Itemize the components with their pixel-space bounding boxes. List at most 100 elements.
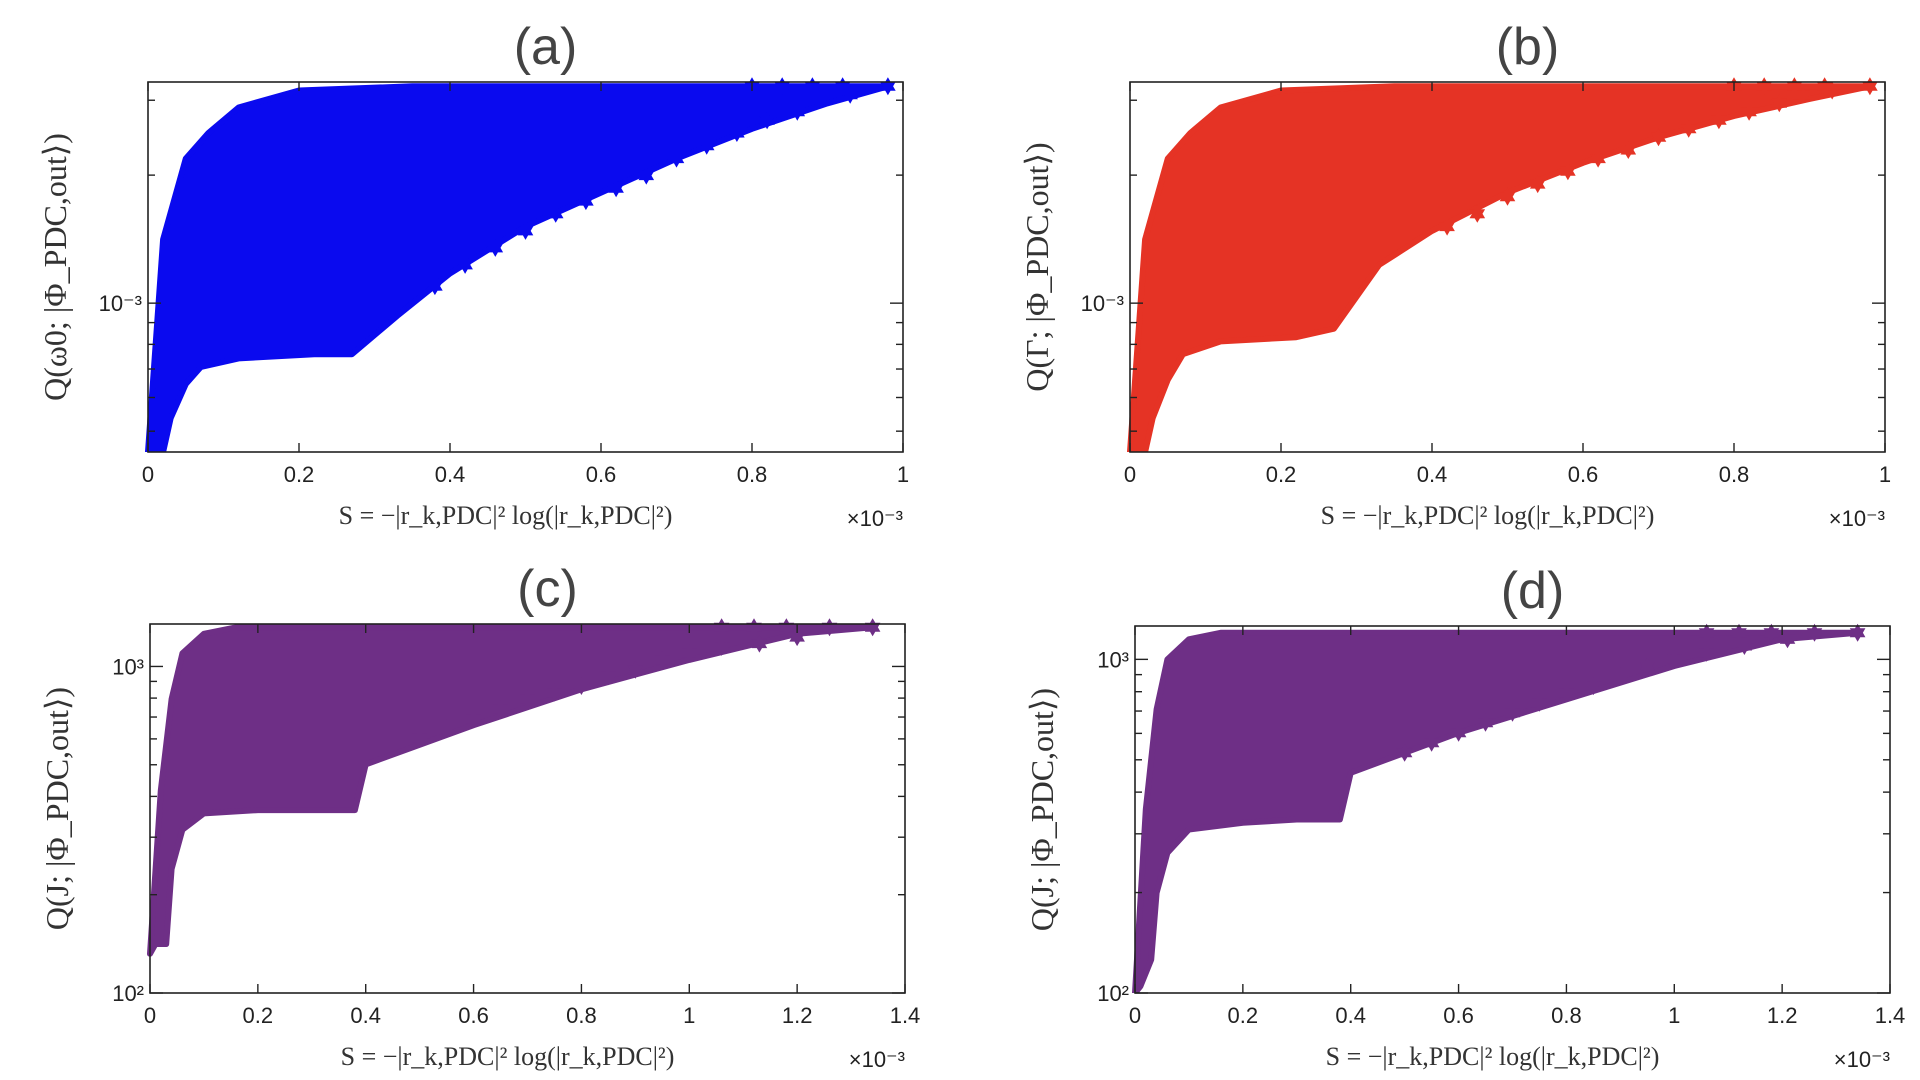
panel-title: (b) — [1496, 18, 1560, 76]
x-tick-label: 1.4 — [890, 1003, 921, 1028]
star-marker — [1612, 667, 1629, 685]
star-marker — [1590, 149, 1606, 168]
star-marker — [1698, 643, 1715, 662]
scatter-cloud — [145, 83, 891, 452]
star-marker — [1711, 111, 1727, 130]
x-tick-label: 0.2 — [1266, 462, 1297, 487]
star-marker — [578, 192, 594, 211]
chart-svg: 0 0.2 0.4 0.6 0.8 1 1.2 1.4 10² 10³ (c) S = −|r_k,P… — [39, 560, 921, 1072]
star-marker — [573, 677, 590, 695]
x-tick-label: 1 — [683, 1003, 695, 1028]
x-tick-label: 1.2 — [1767, 1003, 1798, 1028]
x-axis-label: S = −|r_k,PDC|² log(|r_k,PDC|²) — [339, 501, 673, 530]
panel-title: (a) — [514, 18, 578, 76]
x-tick-label: 0.6 — [1443, 1003, 1474, 1028]
y-tick-label: 10² — [1097, 981, 1129, 1006]
star-marker — [1469, 204, 1486, 223]
x-axis-multiplier: ×10⁻³ — [847, 506, 903, 531]
x-tick-label: 0.8 — [737, 462, 768, 487]
chart-panel: 0 0.2 0.4 0.6 0.8 1 10⁻³ (b) S = −|r_k,PDC|² log… — [960, 0, 1920, 540]
star-marker — [1396, 743, 1413, 762]
x-tick-label: 0.8 — [1551, 1003, 1582, 1028]
star-marker — [438, 719, 455, 738]
x-axis-multiplier: ×10⁻³ — [849, 1047, 905, 1072]
star-marker — [1771, 94, 1788, 113]
x-axis-label: S = −|r_k,PDC|² log(|r_k,PDC|²) — [341, 1042, 675, 1071]
star-marker — [1639, 657, 1656, 675]
star-marker — [1763, 623, 1780, 642]
star-marker — [608, 179, 624, 198]
x-tick-label: 0.2 — [284, 462, 315, 487]
chart-panel: 0 0.2 0.4 0.6 0.8 1 1.2 1.4 10² 10³ (c) S = −|r_k,P… — [0, 540, 960, 1080]
y-tick-label: 10² — [112, 981, 144, 1006]
x-tick-label: 0.2 — [243, 1003, 274, 1028]
x-tick-label: 1 — [1668, 1003, 1680, 1028]
panel-title: (c) — [517, 560, 578, 618]
x-axis-label: S = −|r_k,PDC|² log(|r_k,PDC|²) — [1321, 501, 1655, 530]
x-tick-label: 1 — [897, 462, 909, 487]
plot-frame — [149, 623, 906, 994]
chart-panel: 0 0.2 0.4 0.6 0.8 1 10⁻³ (a) S = −|r_k,PDC|² log… — [0, 0, 960, 540]
star-marker — [668, 149, 685, 168]
chart-panel: 0 0.2 0.4 0.6 0.8 1 1.2 1.4 10² 10³ (d) S = −|r_k,P… — [960, 540, 1920, 1080]
star-marker — [1650, 128, 1667, 147]
star-marker — [713, 637, 730, 656]
y-tick-label: 10⁻³ — [99, 291, 142, 316]
star-marker — [698, 136, 715, 155]
x-tick-label: 0.6 — [586, 462, 617, 487]
star-marker — [1680, 119, 1697, 138]
star-marker — [487, 238, 504, 257]
x-tick-label: 0.4 — [1417, 462, 1448, 487]
y-tick-label: 10⁻³ — [1081, 291, 1124, 316]
star-marker — [546, 683, 563, 702]
star-marker — [821, 618, 838, 637]
star-marker — [1731, 623, 1747, 642]
star-marker — [751, 634, 768, 653]
star-marker — [1698, 623, 1715, 642]
star-marker — [411, 729, 428, 748]
star-marker — [759, 111, 775, 130]
y-axis-label: Q(ω0; |Φ_PDC,out⟩) — [37, 133, 73, 401]
star-marker — [812, 90, 828, 108]
y-tick-label: 10³ — [1097, 647, 1129, 672]
x-tick-label: 0.2 — [1228, 1003, 1259, 1028]
star-marker — [1666, 650, 1683, 669]
x-axis-multiplier: ×10⁻³ — [1829, 506, 1885, 531]
star-marker — [1849, 623, 1866, 642]
y-axis-label: Q(Γ; |Φ_PDC,out⟩) — [1019, 142, 1055, 391]
star-marker — [1529, 175, 1546, 194]
star-marker — [547, 204, 564, 223]
x-axis-multiplier: ×10⁻³ — [1834, 1047, 1890, 1072]
star-marker — [713, 618, 730, 637]
star-marker — [1736, 637, 1753, 655]
star-marker — [1741, 102, 1757, 121]
star-marker — [1620, 141, 1637, 159]
star-marker — [1558, 683, 1575, 702]
star-marker — [627, 660, 644, 679]
x-tick-label: 1.4 — [1875, 1003, 1906, 1028]
scatter-cloud — [1132, 629, 1861, 993]
star-marker — [654, 650, 671, 669]
x-tick-label: 0.4 — [350, 1003, 381, 1028]
star-marker — [1531, 693, 1548, 712]
star-marker — [517, 221, 534, 240]
star-marker — [1779, 630, 1796, 649]
star-marker — [1450, 723, 1467, 742]
plot-frame — [1134, 625, 1891, 994]
star-marker — [1504, 703, 1521, 722]
chart-svg: 0 0.2 0.4 0.6 0.8 1 10⁻³ (b) S = −|r_k,PDC|² log… — [1019, 18, 1891, 531]
y-tick-label: 10³ — [112, 654, 144, 679]
star-marker — [681, 644, 698, 663]
y-axis-label: Q(J; |Φ_PDC,out⟩) — [1024, 688, 1060, 931]
x-tick-label: 0 — [142, 462, 154, 487]
star-marker — [729, 124, 745, 142]
x-tick-label: 0 — [144, 1003, 156, 1028]
x-tick-label: 0.4 — [1335, 1003, 1366, 1028]
scatter-cloud — [1127, 83, 1873, 452]
x-axis-label: S = −|r_k,PDC|² log(|r_k,PDC|²) — [1326, 1042, 1660, 1071]
x-tick-label: 0 — [1124, 462, 1136, 487]
x-tick-label: 0.6 — [458, 1003, 489, 1028]
star-marker — [789, 628, 805, 647]
star-marker — [778, 618, 795, 637]
